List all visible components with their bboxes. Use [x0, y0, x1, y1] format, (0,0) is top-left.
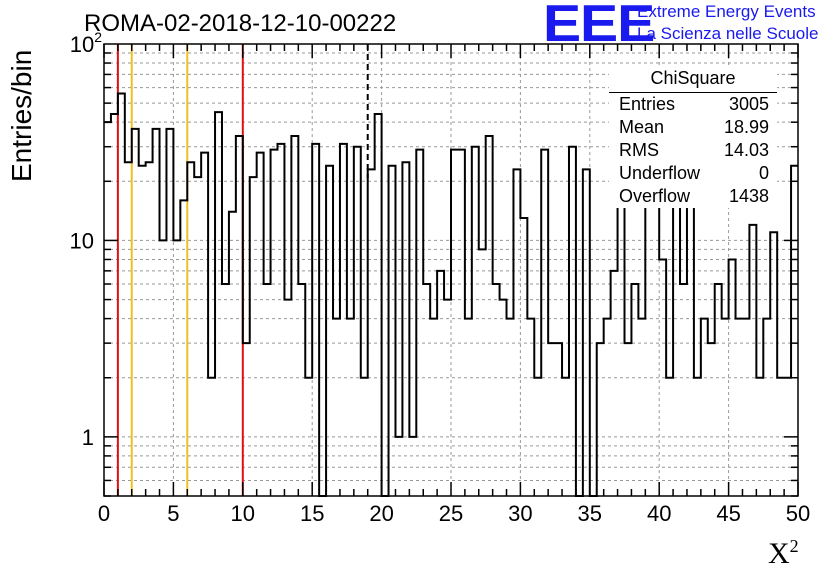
x-tick-label: 35 [578, 501, 602, 526]
stats-key: Entries [619, 94, 676, 114]
stats-box: ChiSquare Entries 3005 Mean 18.99 RMS 14… [609, 66, 777, 208]
x-axis-label: X2 [768, 536, 799, 570]
stats-value: 1438 [728, 186, 769, 206]
x-tick-label: 5 [167, 501, 179, 526]
stats-value: 18.99 [723, 117, 769, 137]
y-axis-label: Entries/bin [6, 49, 37, 182]
y-tick-label: 10 [70, 228, 94, 253]
stats-key: Underflow [619, 163, 701, 183]
logo-line-1: Extreme Energy Events [637, 2, 816, 21]
x-tick-label: 50 [786, 501, 810, 526]
chart-title: ROMA-02-2018-12-10-00222 [84, 10, 397, 37]
x-tick-label: 40 [647, 501, 671, 526]
x-tick-label: 15 [300, 501, 324, 526]
x-tick-label: 30 [508, 501, 532, 526]
stats-key: Mean [619, 117, 665, 137]
stats-value: 3005 [728, 94, 769, 114]
stats-row: RMS 14.03 [619, 140, 769, 162]
x-tick-label: 20 [369, 501, 393, 526]
stats-title: ChiSquare [609, 68, 777, 93]
x-tick-label: 45 [716, 501, 740, 526]
x-tick-label: 25 [439, 501, 463, 526]
stats-row: Overflow 1438 [619, 186, 769, 208]
y-tick-label: 1 [82, 425, 94, 450]
stats-row: Mean 18.99 [619, 117, 769, 139]
stats-value: 14.03 [723, 140, 769, 160]
eee-logo: EEE [543, 0, 655, 53]
stats-key: Overflow [619, 186, 691, 206]
y-tick-label-exponent: 2 [94, 29, 102, 45]
axis-ticks [103, 44, 799, 497]
stats-row: Underflow 0 [619, 163, 769, 185]
x-tick-label: 10 [231, 501, 255, 526]
stats-row: Entries 3005 [619, 94, 769, 116]
x-tick-label: 0 [98, 501, 110, 526]
stats-value: 0 [758, 163, 769, 183]
stats-key: RMS [619, 140, 659, 160]
logo-line-2: La Scienza nelle Scuole [637, 24, 819, 43]
